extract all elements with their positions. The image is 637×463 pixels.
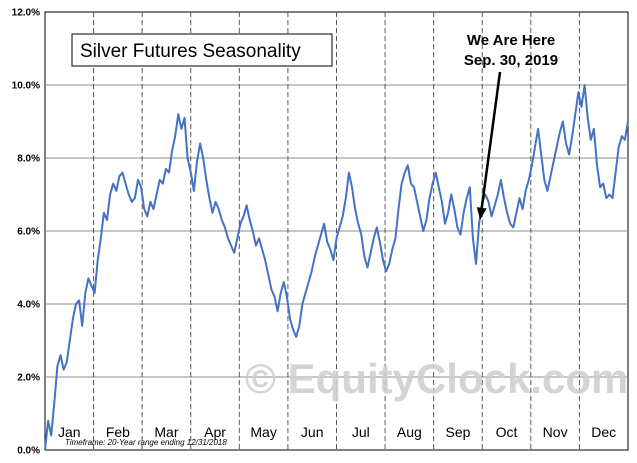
y-tick-labels: 0.0% 2.0% 4.0% 6.0% 8.0% 10.0% 12.0% bbox=[12, 8, 40, 457]
watermark: © EquityClock.com bbox=[245, 355, 628, 402]
y-tick-label: 10.0% bbox=[12, 81, 40, 92]
x-tick-label-apr: Apr bbox=[204, 424, 226, 440]
y-tick-label: 2.0% bbox=[17, 373, 40, 384]
x-tick-label-sep: Sep bbox=[445, 424, 470, 440]
x-tick-label-feb: Feb bbox=[106, 424, 130, 440]
vertical-gridlines bbox=[93, 12, 580, 450]
x-tick-label-mar: Mar bbox=[154, 424, 178, 440]
title-box: Silver Futures Seasonality bbox=[71, 33, 333, 67]
annotation-line-2: Sep. 30, 2019 bbox=[464, 52, 558, 69]
annotation: We Are Here Sep. 30, 2019 bbox=[464, 32, 558, 220]
chart-title: Silver Futures Seasonality bbox=[80, 41, 301, 62]
x-tick-label-nov: Nov bbox=[543, 424, 568, 440]
annotation-arrowhead bbox=[476, 207, 487, 220]
y-tick-label: 8.0% bbox=[17, 154, 40, 165]
x-tick-label-jan: Jan bbox=[58, 424, 81, 440]
x-tick-label-jul: Jul bbox=[352, 424, 370, 440]
x-tick-label-jun: Jun bbox=[301, 424, 324, 440]
y-tick-label: 6.0% bbox=[17, 227, 40, 238]
x-tick-labels: Jan Feb Mar Apr May Jun Jul Aug Sep Oct Nov Dec bbox=[58, 424, 616, 440]
x-tick-label-oct: Oct bbox=[496, 424, 518, 440]
x-tick-label-dec: Dec bbox=[591, 424, 616, 440]
x-tick-label-may: May bbox=[250, 424, 276, 440]
annotation-arrow bbox=[480, 71, 502, 208]
footnote: Timeframe: 20-Year range ending 12/31/20… bbox=[65, 438, 227, 447]
series-line-silver bbox=[44, 84, 629, 451]
y-tick-label: 0.0% bbox=[17, 446, 40, 457]
y-tick-label: 12.0% bbox=[12, 8, 40, 19]
x-tick-label-aug: Aug bbox=[397, 424, 422, 440]
y-tick-label: 4.0% bbox=[17, 300, 40, 311]
annotation-line-1: We Are Here bbox=[467, 32, 555, 49]
